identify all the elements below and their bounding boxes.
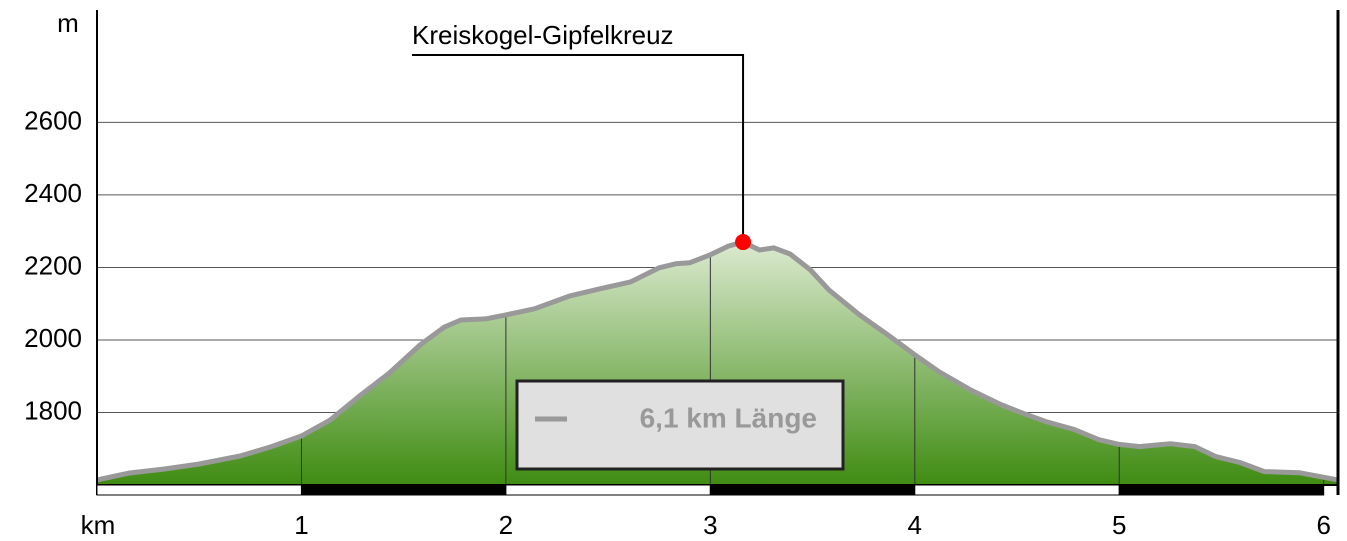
x-tick-label: 5 xyxy=(1112,510,1126,540)
y-axis-label: m xyxy=(57,8,79,38)
x-axis-label: km xyxy=(81,510,116,540)
summit-marker xyxy=(735,234,752,251)
y-tick-label: 2600 xyxy=(24,105,82,135)
y-tick-label: 2000 xyxy=(24,323,82,353)
legend-box xyxy=(515,379,845,471)
x-tick-label: 1 xyxy=(294,510,308,540)
scale-segment xyxy=(96,484,302,496)
scale-segment xyxy=(914,484,1120,496)
scale-segment xyxy=(505,484,711,496)
scale-segment xyxy=(1118,484,1325,496)
scale-segment xyxy=(300,484,507,496)
y-tick-label: 1800 xyxy=(24,395,82,425)
annotation-label: Kreiskogel-Gipfelkreuz xyxy=(412,20,674,50)
x-tick-label: 2 xyxy=(499,510,513,540)
x-tick-label: 6 xyxy=(1316,510,1330,540)
legend-label: 6,1 km Länge xyxy=(640,402,817,433)
y-tick-label: 2400 xyxy=(24,178,82,208)
x-tick-label: 4 xyxy=(908,510,922,540)
scale-segment xyxy=(709,484,916,496)
area-fill xyxy=(97,242,1338,485)
annotation-leader xyxy=(412,54,745,243)
y-tick-label: 2200 xyxy=(24,250,82,280)
x-tick-label: 3 xyxy=(703,510,717,540)
